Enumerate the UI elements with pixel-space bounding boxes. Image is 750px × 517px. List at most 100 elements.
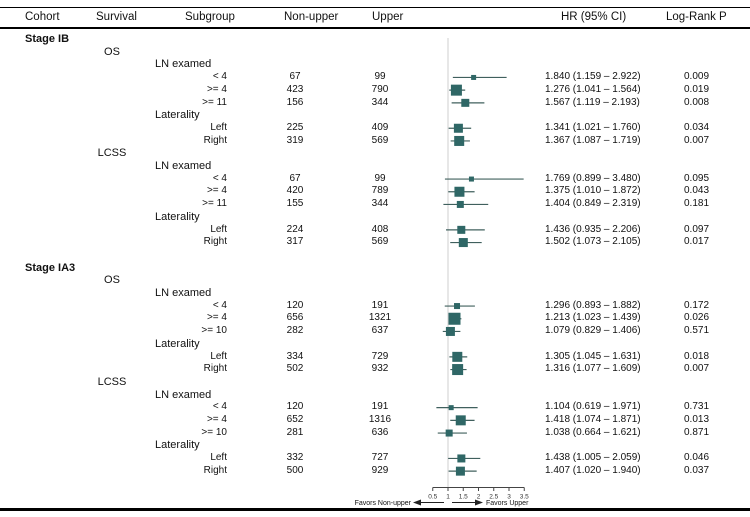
upper-count: 344 xyxy=(371,96,389,108)
hr-ci-value: 1.567 (1.119 – 2.193) xyxy=(545,96,640,108)
axis-tick-label: 2.5 xyxy=(489,494,498,501)
subgroup-label: < 4 xyxy=(212,299,227,311)
hr-marker xyxy=(453,123,463,133)
hr-marker xyxy=(450,84,462,96)
subgroup-label: >= 11 xyxy=(202,96,227,108)
p-value: 0.043 xyxy=(683,185,710,197)
bottom-rule xyxy=(0,508,750,511)
subgroup-label: Right xyxy=(203,464,227,476)
subgroup-label: Right xyxy=(203,363,227,375)
upper-count: 790 xyxy=(371,83,389,95)
hr-ci-value: 1.104 (0.619 – 1.971) xyxy=(545,401,641,413)
hr-marker xyxy=(455,415,466,426)
hr-marker xyxy=(448,312,461,325)
hr-marker xyxy=(457,454,466,463)
non-upper-count: 500 xyxy=(286,464,304,476)
subgroup-label: >= 10 xyxy=(201,325,227,337)
p-value: 0.026 xyxy=(683,312,710,324)
axis-tick-label: 1.5 xyxy=(459,494,468,501)
top-rule xyxy=(0,7,750,8)
subgroup-label: < 4 xyxy=(212,71,227,83)
upper-count: 99 xyxy=(374,172,386,184)
hr-marker xyxy=(454,186,465,197)
column-header-survival: Survival xyxy=(96,11,137,23)
hr-ci-value: 1.079 (0.829 – 1.406) xyxy=(545,325,641,337)
p-value: 0.095 xyxy=(683,172,710,184)
p-value: 0.046 xyxy=(683,452,710,464)
hr-ci-value: 1.038 (0.664 – 1.621) xyxy=(545,426,641,438)
column-header-cohort: Cohort xyxy=(25,11,60,23)
non-upper-count: 652 xyxy=(286,414,304,425)
upper-count: 408 xyxy=(371,223,389,235)
hr-marker xyxy=(452,351,463,362)
non-upper-count: 224 xyxy=(286,223,304,235)
upper-count: 932 xyxy=(371,363,389,375)
hr-ci-value: 1.436 (0.935 – 2.206) xyxy=(545,223,641,235)
hr-marker xyxy=(458,238,468,248)
p-value: 0.097 xyxy=(683,223,710,235)
non-upper-count: 317 xyxy=(286,236,304,248)
subgroup-group-label: LN examed xyxy=(155,388,212,401)
axis-tick-label: 2 xyxy=(477,494,481,501)
upper-count: 636 xyxy=(371,426,389,438)
hr-ci-value: 1.438 (1.005 – 2.059) xyxy=(545,452,641,464)
hr-ci-value: 1.769 (0.899 – 3.480) xyxy=(545,172,641,184)
survival-label: OS xyxy=(104,274,120,287)
non-upper-count: 423 xyxy=(286,83,304,95)
cohort-label: Stage IB xyxy=(25,33,70,45)
hr-marker xyxy=(468,176,474,182)
subgroup-group-label: Laterality xyxy=(155,337,200,350)
p-value: 0.017 xyxy=(683,236,710,248)
subgroup-label: Left xyxy=(210,121,227,133)
column-header-non-upper: Non-upper xyxy=(284,11,339,23)
upper-count: 409 xyxy=(371,121,389,133)
hr-marker xyxy=(445,429,453,437)
hr-marker xyxy=(456,200,464,208)
subgroup-label: >= 10 xyxy=(201,426,227,438)
column-header-subgroup: Subgroup xyxy=(185,11,235,23)
hr-ci-value: 1.840 (1.159 – 2.922) xyxy=(545,71,641,83)
p-value: 0.731 xyxy=(683,401,710,413)
upper-count: 569 xyxy=(371,236,389,248)
axis-tick-label: 3.5 xyxy=(520,494,529,501)
favors-left-label: Favors Non-upper xyxy=(355,500,412,507)
hr-ci-value: 1.316 (1.077 – 1.609) xyxy=(545,363,641,375)
favors-right-arrow-head xyxy=(475,499,483,506)
upper-count: 191 xyxy=(371,401,389,413)
upper-count: 99 xyxy=(374,71,386,83)
hr-ci-value: 1.276 (1.041 – 1.564) xyxy=(545,83,641,95)
non-upper-count: 156 xyxy=(286,96,304,108)
cohort-label: Stage IA3 xyxy=(25,261,76,274)
upper-count: 191 xyxy=(371,299,389,311)
upper-count: 789 xyxy=(371,185,389,197)
non-upper-count: 67 xyxy=(289,172,301,184)
hr-ci-value: 1.296 (0.893 – 1.882) xyxy=(545,299,641,311)
survival-label: OS xyxy=(104,45,120,58)
p-value: 0.037 xyxy=(683,464,710,476)
non-upper-count: 332 xyxy=(286,452,304,464)
header-rule xyxy=(0,27,750,29)
upper-count: 729 xyxy=(371,350,389,362)
subgroup-label: >= 4 xyxy=(206,83,227,95)
subgroup-label: >= 11 xyxy=(202,198,227,210)
hr-marker xyxy=(455,466,465,476)
p-value: 0.013 xyxy=(683,414,710,425)
hr-marker xyxy=(454,303,461,310)
survival-label: LCSS xyxy=(97,375,127,388)
non-upper-count: 656 xyxy=(286,312,304,324)
subgroup-label: Left xyxy=(210,350,227,362)
hr-marker xyxy=(461,98,470,107)
hr-ci-value: 1.404 (0.849 – 2.319) xyxy=(545,198,641,210)
p-value: 0.172 xyxy=(683,299,710,311)
upper-count: 929 xyxy=(371,464,389,476)
survival-label: LCSS xyxy=(97,147,127,160)
axis-tick-label: 3 xyxy=(507,494,511,501)
non-upper-count: 502 xyxy=(286,363,304,375)
subgroup-label: Right xyxy=(203,236,227,248)
p-value: 0.034 xyxy=(683,121,710,133)
hr-marker xyxy=(445,326,455,336)
favors-right-label: Favors Upper xyxy=(486,500,529,507)
hr-ci-value: 1.418 (1.074 – 1.871) xyxy=(545,414,641,425)
non-upper-count: 420 xyxy=(286,185,304,197)
